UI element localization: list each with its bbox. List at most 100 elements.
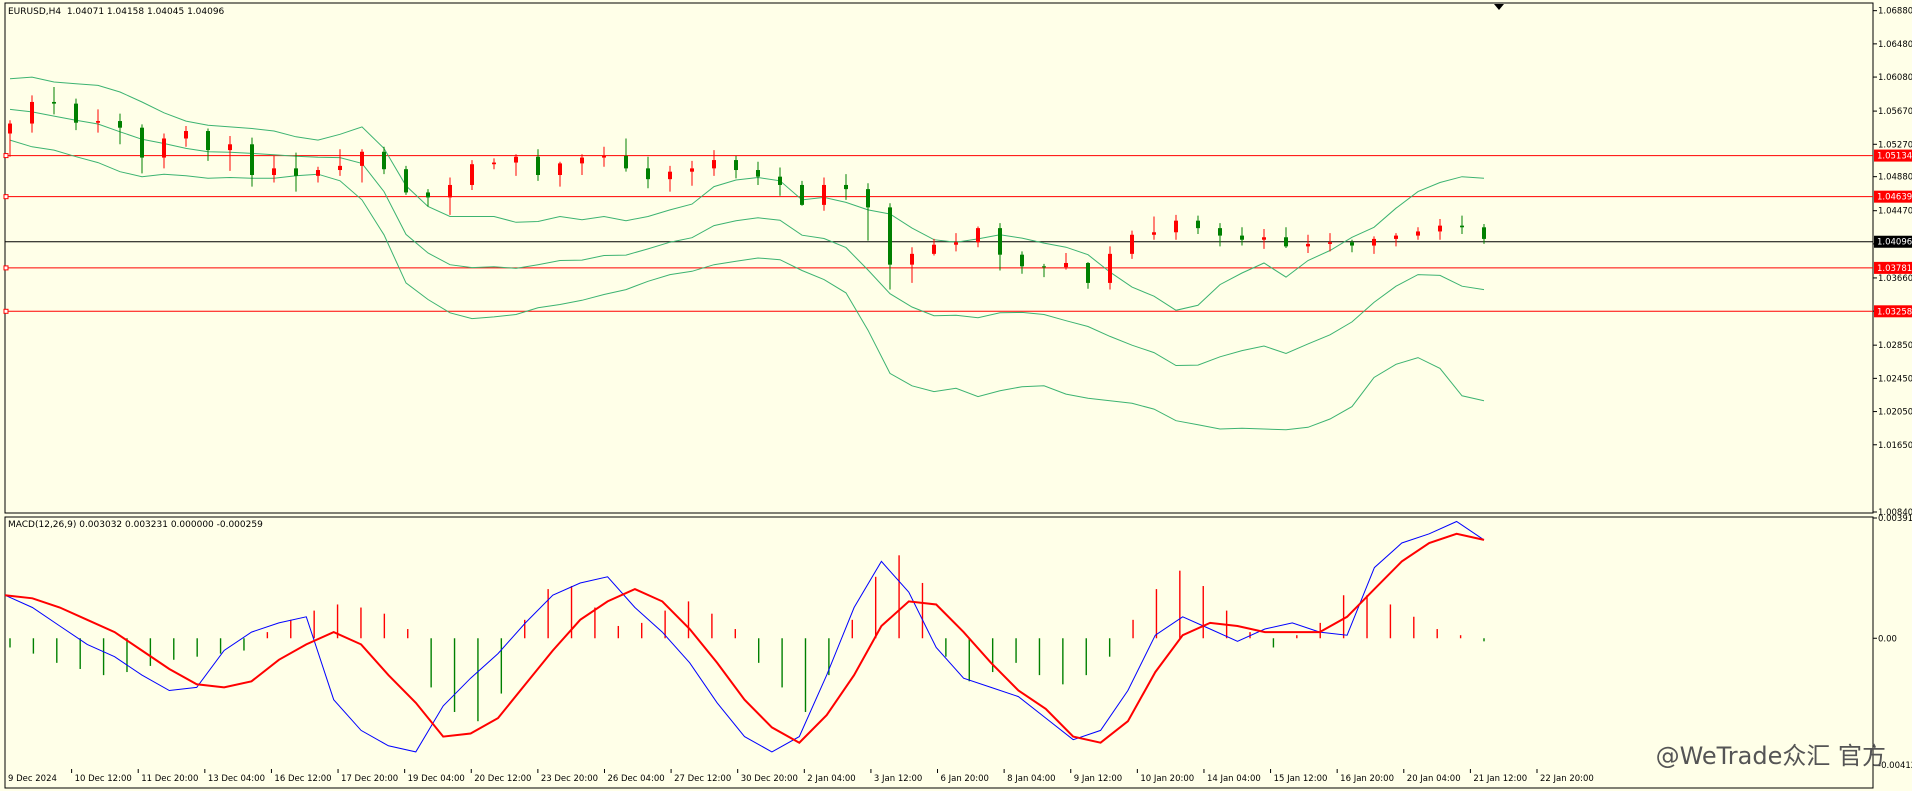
- candle-body: [1196, 220, 1200, 229]
- level-price-tag: [1874, 149, 1912, 162]
- candle-body: [844, 184, 848, 190]
- candle-body: [30, 101, 34, 124]
- candle: [1020, 251, 1024, 274]
- candle: [1174, 214, 1178, 240]
- level-price-label: 1.04639: [1877, 193, 1912, 203]
- candle: [492, 158, 496, 170]
- candle: [1328, 233, 1332, 252]
- candle-body: [910, 253, 914, 265]
- candle: [690, 160, 694, 186]
- watermark: @WeTrade众汇 官方: [1655, 742, 1886, 770]
- candle-body: [140, 127, 144, 158]
- candle-body: [668, 171, 672, 180]
- candle: [272, 155, 276, 183]
- time-axis-label: 16 Jan 20:00: [1340, 774, 1394, 784]
- price-panel-frame: [4, 2, 1874, 514]
- candle-body: [426, 192, 430, 198]
- time-axis-label: 14 Jan 04:00: [1207, 774, 1261, 784]
- time-axis-label: 30 Dec 20:00: [741, 774, 798, 784]
- candle-body: [822, 184, 826, 205]
- candle-body: [734, 160, 738, 171]
- candle-body: [1152, 232, 1156, 235]
- candle: [602, 146, 606, 167]
- candle-body: [536, 156, 540, 176]
- candle: [338, 149, 342, 176]
- candle: [52, 87, 56, 115]
- candle: [1394, 233, 1398, 247]
- macd-info: MACD(12,26,9) 0.003032 0.003231 0.000000…: [8, 520, 263, 530]
- candle: [1372, 236, 1376, 254]
- time-axis-label: 20 Dec 12:00: [474, 774, 531, 784]
- level-price-tag: [1874, 261, 1912, 274]
- macd-main-line: [4, 520, 1485, 753]
- shift-marker-icon: [1494, 4, 1504, 10]
- candle: [206, 128, 210, 161]
- candle-body: [1416, 231, 1420, 236]
- price-axis-label: 1.03660: [1878, 274, 1912, 284]
- candle: [1416, 227, 1420, 240]
- candle: [1460, 215, 1464, 234]
- candle: [1482, 223, 1486, 244]
- candle-body: [206, 131, 210, 151]
- candle-body: [1240, 235, 1244, 240]
- time-axis-label: 15 Jan 12:00: [1274, 774, 1328, 784]
- time-axis-label: 22 Jan 20:00: [1540, 774, 1594, 784]
- candle: [74, 98, 78, 131]
- level-price-tag: [1874, 190, 1912, 203]
- price-axis-label: 1.02850: [1878, 341, 1912, 351]
- candle-body: [514, 156, 518, 163]
- candle-body: [1306, 243, 1310, 247]
- macd-panel-frame: [4, 516, 1874, 789]
- candle: [888, 203, 892, 290]
- candle-body: [404, 169, 408, 193]
- candle-body: [470, 164, 474, 185]
- time-axis-label: 11 Dec 20:00: [141, 774, 198, 784]
- price-axis-label: 1.06080: [1878, 73, 1912, 83]
- time-axis-label: 23 Dec 20:00: [541, 774, 598, 784]
- candle-body: [1438, 225, 1442, 232]
- candle: [1196, 215, 1200, 234]
- candle-body: [8, 123, 12, 134]
- time-axis-label: 21 Jan 12:00: [1473, 774, 1527, 784]
- current-price-tag: [1874, 235, 1912, 248]
- candle: [668, 165, 672, 192]
- candle: [1108, 246, 1112, 290]
- price-axis-label: 1.01650: [1878, 441, 1912, 451]
- macd-axis-label: 0.00: [1878, 634, 1897, 644]
- candle: [932, 238, 936, 256]
- candle-body: [1174, 220, 1178, 233]
- candle: [470, 160, 474, 190]
- candle-body: [1042, 266, 1046, 268]
- candle-body: [492, 162, 496, 165]
- candle: [316, 166, 320, 183]
- candle: [866, 183, 870, 241]
- candle-body: [976, 228, 980, 243]
- candle: [822, 177, 826, 211]
- price-axis-label: 1.02450: [1878, 374, 1912, 384]
- candle-body: [800, 184, 804, 205]
- candle: [8, 120, 12, 157]
- level-handle: [3, 308, 9, 314]
- candle-body: [1328, 242, 1332, 244]
- candle: [228, 135, 232, 171]
- candle-body: [52, 101, 56, 104]
- candle: [448, 177, 452, 215]
- price-axis-label: 1.06880: [1878, 7, 1912, 17]
- candle: [1350, 239, 1354, 253]
- time-axis-label: 9 Jan 12:00: [1074, 774, 1122, 784]
- candle: [778, 167, 782, 196]
- candle-body: [1086, 262, 1090, 283]
- candle: [1218, 223, 1222, 247]
- candle-body: [1394, 235, 1398, 239]
- candle: [558, 161, 562, 187]
- macd-signal-line: [4, 532, 1485, 744]
- candle: [1240, 227, 1244, 246]
- candle-body: [1482, 227, 1486, 239]
- candle: [118, 113, 122, 145]
- level-handle: [3, 194, 9, 200]
- candle: [1086, 262, 1090, 289]
- price-axis-label: 1.06480: [1878, 40, 1912, 50]
- candle-body: [96, 121, 100, 123]
